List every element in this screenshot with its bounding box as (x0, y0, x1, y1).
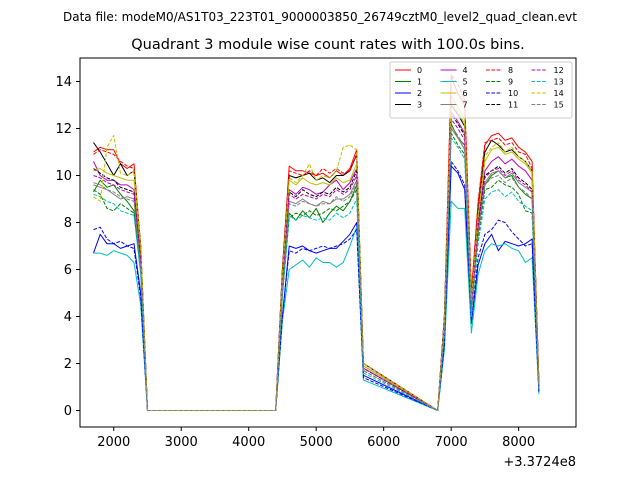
y-tick-label: 4 (64, 310, 72, 325)
y-tick-label: 8 (64, 216, 72, 231)
x-offset-text: +3.3724e8 (503, 455, 576, 470)
series-line-14 (93, 99, 540, 411)
legend-label-3: 3 (417, 101, 422, 110)
series-line-10 (93, 160, 540, 411)
plot-frame (79, 57, 577, 428)
series-line-12 (93, 118, 540, 411)
series-line-6 (93, 95, 540, 411)
series-line-4 (93, 111, 540, 411)
legend-box (389, 61, 573, 119)
y-tick-label: 10 (55, 169, 72, 184)
series-line-5 (93, 200, 540, 411)
legend-label-5: 5 (463, 78, 468, 87)
legend-label-7: 7 (463, 101, 468, 110)
legend-label-1: 1 (417, 78, 422, 87)
series-line-13 (93, 137, 540, 411)
x-tick-label: 2000 (97, 435, 130, 450)
y-tick-label: 14 (55, 75, 72, 90)
legend-label-15: 15 (554, 101, 564, 110)
y-axis: 0 2 4 6 8 10 12 14 (55, 75, 80, 419)
y-tick-label: 2 (64, 357, 72, 372)
series-line-8 (93, 74, 540, 411)
legend-label-6: 6 (463, 89, 468, 98)
y-tick-label: 12 (55, 122, 72, 137)
x-axis: 2000 3000 4000 5000 6000 7000 8000 (97, 427, 535, 450)
legend-label-14: 14 (554, 89, 564, 98)
legend-label-2: 2 (417, 89, 422, 98)
x-tick-label: 3000 (165, 435, 198, 450)
x-tick-label: 4000 (232, 435, 265, 450)
legend-label-13: 13 (554, 78, 564, 87)
series-layer (93, 74, 540, 411)
y-tick-label: 6 (64, 263, 72, 278)
x-tick-label: 5000 (300, 435, 333, 450)
figure-suptitle: Data file: modeM0/AS1T03_223T01_90000038… (63, 10, 577, 24)
legend-label-4: 4 (463, 66, 468, 75)
x-tick-label: 7000 (435, 435, 468, 450)
x-tick-label: 8000 (502, 435, 535, 450)
legend-label-10: 10 (508, 89, 518, 98)
chart-title: Quadrant 3 module wise count rates with … (131, 37, 525, 53)
series-line-15 (93, 125, 540, 411)
x-tick-label: 6000 (367, 435, 400, 450)
legend-label-11: 11 (508, 101, 518, 110)
legend-label-12: 12 (554, 66, 564, 75)
y-tick-label: 0 (64, 404, 72, 419)
legend-label-8: 8 (508, 66, 513, 75)
legend-label-0: 0 (417, 66, 422, 75)
legend-label-9: 9 (508, 78, 513, 87)
